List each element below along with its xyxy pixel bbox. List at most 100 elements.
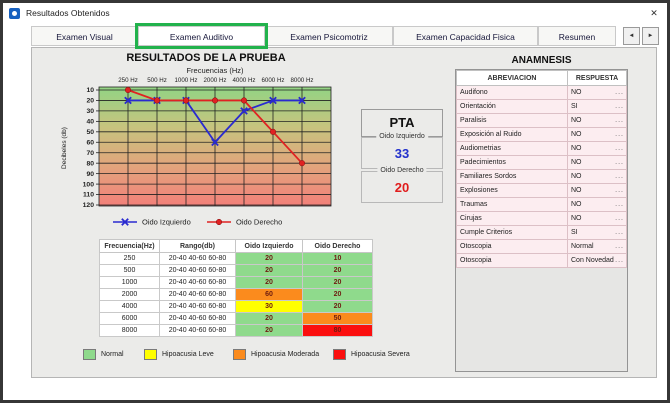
anamnesis-more-button[interactable]: ... [615, 173, 624, 180]
tab-examen-auditivo[interactable]: Examen Auditivo [135, 23, 268, 49]
svg-text:6000 Hz: 6000 Hz [261, 77, 284, 84]
anamnesis-response-cell: NO... [567, 183, 627, 198]
anamnesis-response-value: SI [571, 103, 578, 110]
svg-text:60: 60 [86, 139, 94, 146]
anamnesis-more-button[interactable]: ... [615, 215, 624, 222]
anamnesis-response-value: NO [571, 117, 582, 124]
freq-table-cell: 20-40 40-60 60-80 [159, 288, 236, 301]
anamnesis-more-button[interactable]: ... [615, 159, 624, 166]
freq-table-cell: 20-40 40-60 60-80 [159, 276, 236, 289]
svg-text:2000 Hz: 2000 Hz [203, 77, 226, 84]
anamnesis-more-button[interactable]: ... [615, 117, 624, 124]
tab-resumen[interactable]: Resumen [538, 26, 616, 46]
severity-swatch [333, 348, 346, 360]
svg-text:30: 30 [86, 108, 94, 115]
severity-swatch [233, 348, 246, 360]
freq-col-header: Oido Derecho [302, 239, 373, 253]
window-title: Resultados Obtenidos [26, 8, 110, 18]
anamnesis-row: Familiares Sordos NO... [456, 169, 627, 184]
anamnesis-more-button[interactable]: ... [615, 145, 624, 152]
tab-examen-capacidad-fisica[interactable]: Examen Capacidad Fisica [393, 26, 538, 46]
anamnesis-more-button[interactable]: ... [615, 187, 624, 194]
anamnesis-response-cell: Con Novedad... [567, 253, 627, 268]
pta-left-ear-label: Oido Izquierdo [376, 133, 428, 140]
svg-text:Frecuencias (Hz): Frecuencias (Hz) [186, 66, 244, 75]
anamnesis-row: Orientación SI... [456, 99, 627, 114]
freq-table-cell: 4000 [99, 300, 160, 313]
anamnesis-table: ABREVIACION RESPUESTA Audifono NO... Orient… [456, 70, 627, 268]
anamnesis-row: Audifono NO... [456, 85, 627, 100]
tab-examen-psicomotriz[interactable]: Examen Psicomotriz [265, 26, 393, 46]
freq-table-cell: 500 [99, 264, 160, 277]
severity-legend-item: Hipoacusia Severa [333, 348, 410, 360]
severity-label: Hipoacusia Severa [351, 350, 410, 358]
anamnesis-label: Familiares Sordos [456, 169, 568, 184]
anamnesis-more-button[interactable]: ... [615, 243, 624, 250]
severity-legend-item: Normal [83, 348, 124, 360]
anamnesis-response-cell: NO... [567, 197, 627, 212]
title-bar: Resultados Obtenidos ✕ [3, 3, 667, 23]
anamnesis-label: Otoscopia [456, 239, 568, 254]
tab-examen-visual[interactable]: Examen Visual [31, 26, 138, 46]
freq-table-cell: 2000 [99, 288, 160, 301]
anamnesis-more-button[interactable]: ... [615, 89, 624, 96]
anamnesis-label: Otoscopia [456, 253, 568, 268]
anamnesis-row: Audiometrias NO... [456, 141, 627, 156]
anamnesis-more-button[interactable]: ... [615, 201, 624, 208]
tab-scroll-left-icon[interactable]: ◄ [623, 27, 640, 45]
anamnesis-response-value: NO [571, 201, 582, 208]
anamnesis-label: Paralisis [456, 113, 568, 128]
freq-table-row: 250 20-40 40-60 60-80 20 10 [99, 252, 373, 265]
anamnesis-row: Padecimientos NO... [456, 155, 627, 170]
pta-left-ear-value: 33 [394, 146, 410, 161]
freq-table-cell: 20 [302, 288, 373, 301]
audiogram-chart: Frecuencias (Hz) Decibeles (db) 250 Hz 500 … [61, 66, 332, 227]
close-icon[interactable]: ✕ [650, 8, 658, 18]
freq-table-row: 6000 20-40 40-60 60-80 20 50 [99, 312, 373, 325]
anamnesis-row: Otoscopia Normal... [456, 239, 627, 254]
svg-text:120: 120 [83, 202, 95, 209]
anamnesis-label: Orientación [456, 99, 568, 114]
anamnesis-label: Audiometrias [456, 141, 568, 156]
severity-legend-item: Hipoacusia Leve [144, 348, 214, 360]
anamnesis-row: Explosiones NO... [456, 183, 627, 198]
freq-table-row: 4000 20-40 40-60 60-80 30 20 [99, 300, 373, 313]
anamnesis-response-cell: NO... [567, 211, 627, 226]
freq-table-row: 2000 20-40 40-60 60-80 60 20 [99, 288, 373, 301]
freq-table-cell: 20 [235, 324, 303, 337]
anamnesis-more-button[interactable]: ... [615, 131, 624, 138]
anamnesis-row: Otoscopia Con Novedad... [456, 253, 627, 268]
frequency-table-header: Frecuencia(Hz) Rango(db) Oido Izquierdo Oid… [99, 239, 373, 253]
severity-swatch [83, 348, 96, 360]
anamnesis-response-cell: NO... [567, 85, 627, 100]
freq-table-cell: 60 [235, 288, 303, 301]
anamnesis-more-button[interactable]: ... [615, 257, 624, 264]
svg-text:50: 50 [86, 129, 94, 136]
anamnesis-label: Cumple Criterios [456, 225, 568, 240]
anamnesis-response-cell: NO... [567, 155, 627, 170]
svg-text:4000 Hz: 4000 Hz [232, 77, 255, 84]
tab-page-examen-auditivo: RESULTADOS DE LA PRUEBA Frecuencias (Hz)… [31, 47, 657, 378]
tab-strip: Examen Visual Examen Auditivo Examen Psico… [3, 23, 667, 49]
page-title: RESULTADOS DE LA PRUEBA [126, 52, 286, 64]
freq-table-cell: 8000 [99, 324, 160, 337]
freq-table-row: 8000 20-40 40-60 60-80 20 80 [99, 324, 373, 337]
pta-left-ear-group: Oido Izquierdo 33 [361, 133, 443, 169]
freq-table-cell: 20 [235, 264, 303, 277]
frequency-results-table: Frecuencia(Hz) Rango(db) Oido Izquierdo Oid… [99, 239, 373, 337]
svg-text:110: 110 [83, 192, 94, 199]
freq-table-cell: 80 [302, 324, 373, 337]
pta-right-ear-group: Oido Derecho 20 [361, 167, 443, 203]
pta-right-ear-value: 20 [394, 180, 410, 195]
anamnesis-row: Exposición al Ruido NO... [456, 127, 627, 142]
anamnesis-response-cell: SI... [567, 99, 627, 114]
svg-text:250 Hz: 250 Hz [118, 77, 138, 84]
anamnesis-response-value: NO [571, 215, 582, 222]
anamnesis-more-button[interactable]: ... [615, 103, 624, 110]
tab-scroll-right-icon[interactable]: ► [642, 27, 659, 45]
anamnesis-more-button[interactable]: ... [615, 229, 624, 236]
severity-label: Hipoacusia Leve [162, 350, 214, 358]
anamnesis-row: Paralisis NO... [456, 113, 627, 128]
svg-text:70: 70 [86, 150, 94, 157]
